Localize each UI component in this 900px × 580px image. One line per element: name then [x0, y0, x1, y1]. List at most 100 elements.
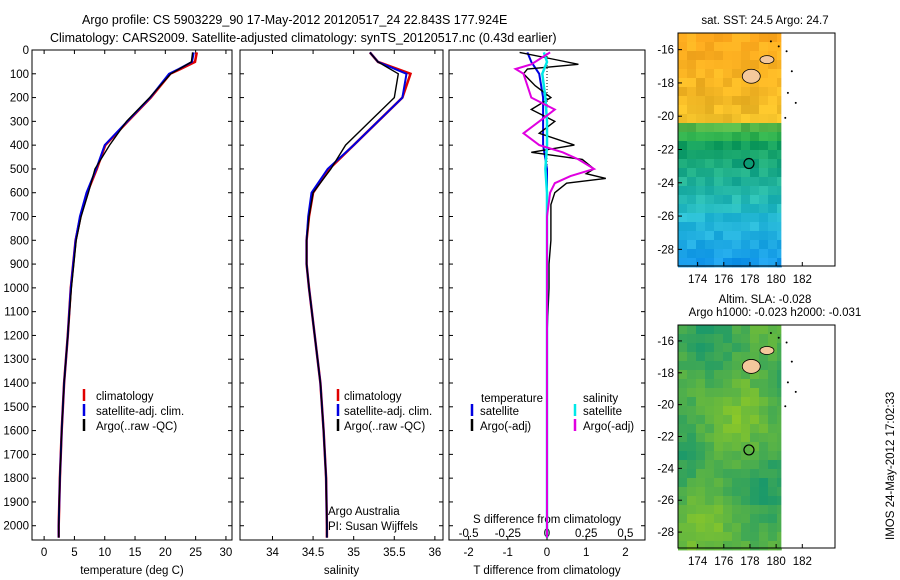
map-cell: [723, 514, 733, 524]
map-cell: [687, 51, 697, 61]
map-cell: [696, 51, 706, 61]
map-cell: [750, 532, 760, 542]
map-cell: [777, 141, 782, 151]
map-cell: [768, 258, 778, 268]
map-cell: [732, 388, 742, 398]
island-vanua-levu: [759, 346, 775, 355]
map-cell: [714, 379, 724, 389]
map-cell: [714, 87, 724, 97]
y-tick-label: -24: [657, 178, 674, 190]
x-tick-label: 30: [220, 547, 233, 559]
map-cell: [696, 370, 706, 380]
map-cell: [759, 415, 769, 425]
map-cell: [777, 231, 782, 241]
map-cell: [687, 258, 697, 268]
map-cell: [687, 478, 697, 488]
map-cell: [705, 415, 715, 425]
map-cell: [732, 231, 742, 241]
x-axis-label: salinity: [324, 565, 359, 577]
map-cell: [705, 96, 715, 106]
map-cell: [750, 415, 760, 425]
map-cell: [759, 168, 769, 178]
map-cell: [705, 231, 715, 241]
map-cell: [714, 51, 724, 61]
map-cell: [768, 69, 778, 79]
map-cell: [714, 33, 724, 43]
map-cell: [705, 433, 715, 443]
map-cell: [777, 523, 782, 533]
map-cell: [750, 204, 760, 214]
map-cell: [705, 141, 715, 151]
map-cell: [759, 123, 769, 133]
map-cell: [696, 105, 706, 115]
series-line-2: [305, 51, 408, 538]
map-cell: [723, 78, 733, 88]
map-cell: [687, 222, 697, 232]
legend-label: satellite: [480, 406, 519, 418]
map-cell: [705, 370, 715, 380]
map-cell: [732, 370, 742, 380]
map-cell: [723, 60, 733, 70]
map-cell: [732, 240, 742, 250]
map-cell: [714, 388, 724, 398]
map-cell: [768, 60, 778, 70]
map-cell: [768, 523, 778, 533]
map-cell: [723, 433, 733, 443]
map-cell: [678, 424, 688, 434]
x-tick-label: 0: [544, 547, 550, 559]
map-cell: [732, 132, 742, 142]
map-cell: [750, 105, 760, 115]
map-cell: [741, 505, 751, 515]
map-cell: [741, 195, 751, 205]
map-cell: [732, 42, 742, 52]
map-cell: [777, 249, 782, 259]
map-cell: [696, 514, 706, 524]
map-cell: [732, 460, 742, 470]
map-cell: [687, 114, 697, 124]
map-cell: [696, 114, 706, 124]
map-cell: [678, 352, 688, 362]
salinity-panel: 34 34.5 35 35.5 36 salinity climatology satelli…: [239, 49, 444, 577]
map-cell: [768, 51, 778, 61]
map-cell: [696, 87, 706, 97]
map-cell: [732, 352, 742, 362]
map-cell: [678, 469, 688, 479]
no-data-area: [781, 325, 835, 548]
map-cell: [687, 150, 697, 160]
x-tick-label: 15: [129, 547, 142, 559]
map-cell: [768, 78, 778, 88]
x-tick-label: -1: [503, 547, 513, 559]
map-cell: [723, 123, 733, 133]
map-cell: [714, 523, 724, 533]
map-cell: [696, 388, 706, 398]
map-cell: [714, 334, 724, 344]
map-cell: [741, 469, 751, 479]
map-cell: [759, 451, 769, 461]
map-cell: [741, 460, 751, 470]
map-cell: [768, 334, 778, 344]
map-cell: [714, 496, 724, 506]
map-cell: [678, 168, 688, 178]
map-cell: [777, 433, 782, 443]
map-cell: [678, 159, 688, 169]
map-cell: [768, 105, 778, 115]
legend-label: Argo(-adj): [583, 421, 634, 433]
map-cell: [687, 123, 697, 133]
map-cell: [750, 451, 760, 461]
map-cell: [732, 406, 742, 416]
map-cell: [750, 352, 760, 362]
map-cell: [696, 496, 706, 506]
map-cell: [741, 114, 751, 124]
map-cell: [714, 186, 724, 196]
map-cell: [741, 532, 751, 542]
y-tick-label: -16: [657, 336, 674, 348]
map-cell: [705, 460, 715, 470]
map-cell: [768, 96, 778, 106]
map-cell: [777, 496, 782, 506]
map-cell: [768, 177, 778, 187]
map-cell: [759, 523, 769, 533]
map-cell: [696, 78, 706, 88]
x-tick-label: 25: [189, 547, 202, 559]
map-cell: [723, 397, 733, 407]
